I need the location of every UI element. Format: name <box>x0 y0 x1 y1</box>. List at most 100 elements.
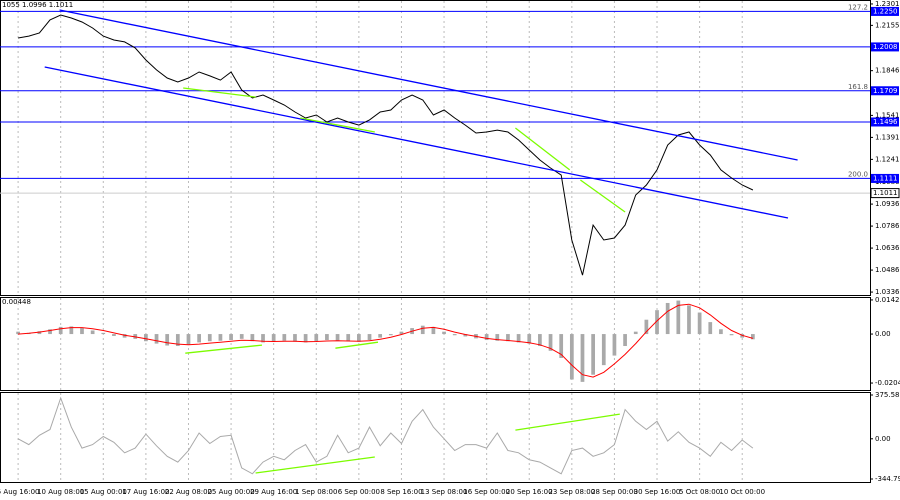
histogram-bar <box>751 334 755 340</box>
level-box <box>871 117 899 127</box>
histogram-bar <box>378 334 383 338</box>
histogram-bar <box>442 331 446 335</box>
y-tick-label: 1.0336 <box>875 288 900 296</box>
histogram-bar <box>388 334 393 336</box>
y-tick-label: 0.01427 <box>875 296 900 304</box>
y-tick-label: -0.02049 <box>875 379 900 387</box>
histogram-bar <box>676 300 681 335</box>
histogram-bar <box>740 334 745 338</box>
histogram-bar <box>506 334 510 342</box>
level-label: 1.2008 <box>873 43 898 51</box>
histogram-bar <box>580 334 585 382</box>
histogram-bar <box>271 334 276 342</box>
level-label: 1.1496 <box>873 118 898 126</box>
histogram-bar <box>122 334 127 338</box>
y-tick-label: 1.0786 <box>875 222 900 230</box>
histogram-bar <box>644 319 649 335</box>
histogram-bar <box>314 334 319 342</box>
histogram-bar <box>516 334 521 343</box>
histogram-bar <box>144 334 148 342</box>
histogram-bar <box>431 326 436 335</box>
trend-line <box>44 66 789 219</box>
y-tick-label: 1.1846 <box>875 67 900 75</box>
x-tick-label: 8 Sep 16:00 <box>380 488 422 496</box>
histogram-bar <box>548 334 553 351</box>
histogram-bar <box>623 334 627 347</box>
histogram-bar <box>90 330 95 335</box>
histogram-bar <box>367 334 372 341</box>
histogram-bar <box>612 334 617 356</box>
histogram-bar <box>495 334 500 341</box>
histogram-bar <box>719 329 723 335</box>
histogram-bar <box>399 331 404 335</box>
histogram-bar <box>335 334 340 341</box>
histogram-bar <box>601 334 606 366</box>
histogram-bar <box>697 312 702 335</box>
histogram-bar <box>452 334 457 336</box>
level-label: 1.1709 <box>873 87 898 95</box>
level-box <box>871 86 899 96</box>
histogram-bar <box>420 325 425 335</box>
trend-line <box>255 456 375 474</box>
histogram-bar <box>229 334 233 341</box>
histogram-bar <box>346 334 351 342</box>
histogram-bar <box>356 334 361 342</box>
histogram-bar <box>591 334 595 375</box>
histogram-bar <box>303 334 308 343</box>
last-price-label: 1.1011 <box>873 189 898 197</box>
histogram-bar <box>197 334 201 343</box>
y-tick-label: 1.0936 <box>875 200 900 208</box>
histogram-bar <box>665 302 670 335</box>
x-tick-label: 25 Aug 00:00 <box>207 488 254 496</box>
trend-line <box>185 344 263 354</box>
y-tick-label: 0.00 <box>875 435 891 443</box>
y-tick-label: 1.1241 <box>875 155 900 163</box>
histogram-bar <box>175 334 180 347</box>
x-tick-label: 13 Sep 08:00 <box>421 488 468 496</box>
histogram-bar <box>293 334 297 342</box>
panel-frame <box>0 297 871 391</box>
histogram-bar <box>207 334 212 342</box>
histogram-bar <box>325 334 329 341</box>
x-tick-label: 17 Aug 16:00 <box>122 488 169 496</box>
trend-line <box>580 179 626 213</box>
histogram-bar <box>239 334 244 339</box>
panel-header: 1055 1.0996 1.1011 <box>2 1 73 9</box>
histogram-bar <box>261 334 265 343</box>
histogram-bar <box>101 332 106 335</box>
trend-line <box>183 87 256 98</box>
trend-line <box>300 117 375 133</box>
x-tick-label: 15 Aug 00:00 <box>80 488 127 496</box>
histogram-bar <box>112 334 116 336</box>
histogram-bar <box>37 331 42 335</box>
x-tick-label: 22 Aug 08:00 <box>165 488 212 496</box>
y-tick-label: 1.0486 <box>875 266 900 274</box>
level-box <box>871 173 899 183</box>
histogram-bar <box>569 334 574 380</box>
histogram-bar <box>69 326 74 335</box>
trend-line <box>59 9 798 161</box>
histogram-bar <box>218 334 223 341</box>
histogram-bar <box>484 334 489 341</box>
level-label: 1.1111 <box>873 174 898 182</box>
trend-line <box>335 341 379 349</box>
y-tick-label: 0.00 <box>875 330 891 338</box>
x-tick-label: 28 Sep 00:00 <box>591 488 638 496</box>
series-line <box>17 396 754 475</box>
level-box <box>871 6 899 16</box>
y-tick-label: 375.5808 <box>875 391 900 399</box>
panel-header: 0.00448 <box>2 298 31 306</box>
panel-frame <box>0 392 871 483</box>
histogram-bar <box>58 326 63 335</box>
x-tick-label: 30 Sep 16:00 <box>634 488 681 496</box>
x-tick-label: 20 Sep 16:00 <box>506 488 553 496</box>
histogram-bar <box>250 334 255 342</box>
fib-label: 161.8 <box>848 83 868 91</box>
x-tick-label: 10 Aug 08:00 <box>37 488 84 496</box>
histogram-bar <box>282 334 287 341</box>
y-tick-label: 1.2155 <box>875 21 900 29</box>
histogram-bar <box>154 334 159 344</box>
x-tick-label: 29 Aug 16:00 <box>250 488 297 496</box>
